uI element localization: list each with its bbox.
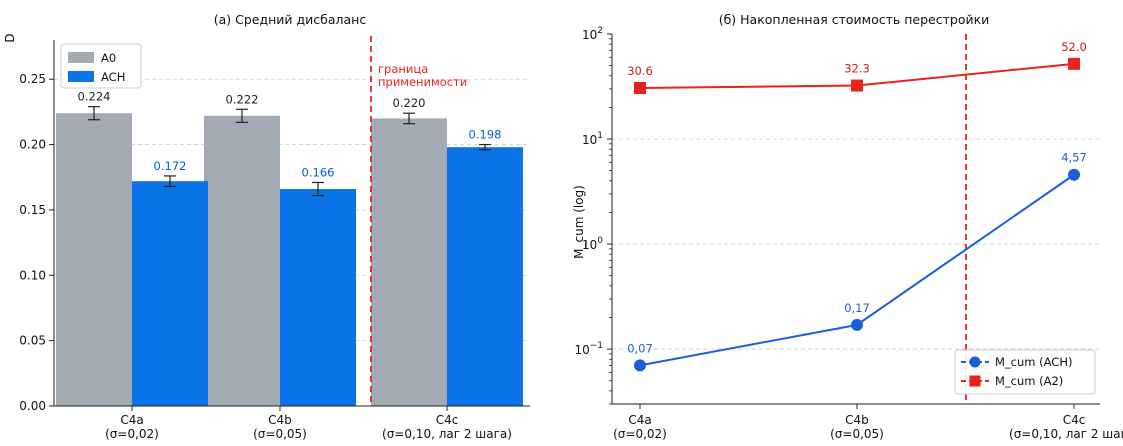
left-x-tick-sublabel: (σ=0,10, лаг 2 шага): [382, 427, 512, 441]
left-y-tick-label: 0.05: [19, 334, 46, 348]
applicability-boundary-label: граница: [378, 62, 428, 76]
right-ticks: 10−1 100 101 102 C4a(σ=0,02) C4b(σ=0,05) C4c(σ…: [574, 26, 1123, 441]
bar-value-label: 0.224: [78, 90, 111, 104]
left-x-tick-sublabel: (σ=0,02): [105, 427, 159, 441]
bar-value-label: 0.172: [154, 159, 187, 173]
right-y-tick-label: 102: [582, 26, 603, 42]
applicability-boundary-label: применимости: [378, 75, 467, 89]
point-value-label: 30.6: [627, 64, 653, 78]
point-value-label: 32.3: [844, 62, 870, 76]
right-y-tick-label: 100: [582, 236, 603, 252]
legend-marker-a2: [969, 375, 981, 387]
right-x-tick-label: C4b: [845, 413, 869, 427]
bar-value-label: 0.166: [302, 165, 335, 179]
left-chart-title: (а) Средний дисбаланс: [214, 12, 367, 27]
left-y-tick-label: 0.25: [19, 72, 46, 86]
bar-value-label: 0.198: [469, 128, 502, 142]
right-x-tick-label: C4a: [628, 413, 651, 427]
data-point-a2: [634, 82, 646, 95]
left-bars: [56, 106, 523, 407]
right-grid: [612, 138, 1100, 350]
left-legend: A0 ACH: [60, 43, 142, 89]
left-axes: [53, 40, 530, 407]
bar-a0: [204, 115, 280, 407]
right-x-tick-sublabel: (σ=0,05): [830, 427, 884, 441]
left-x-tick-sublabel: (σ=0,05): [253, 427, 307, 441]
left-value-labels: 0.224 0.222 0.220 0.172 0.166 0.198: [78, 90, 502, 180]
left-y-axis-label: D: [3, 33, 17, 42]
right-y-axis-label: M_cum (log): [572, 185, 586, 259]
right-series: [634, 57, 1080, 372]
point-value-label: 0,07: [627, 341, 653, 355]
legend-label-ach: M_cum (ACH): [995, 355, 1072, 369]
right-legend: M_cum (ACH) M_cum (A2): [954, 349, 1096, 395]
right-x-tick-sublabel: (σ=0,02): [613, 427, 667, 441]
data-point-ach: [851, 318, 863, 331]
bar-a0: [371, 118, 447, 406]
legend-label-ach: ACH: [101, 70, 125, 84]
right-value-labels: 0,07 0,17 4,57 30.6 32.3 52.0: [627, 40, 1087, 356]
right-y-tick-label: 10−1: [574, 341, 603, 357]
left-x-tick-label: C4b: [268, 413, 292, 427]
right-chart: (б) Накопленная стоимость перестройки M_…: [572, 12, 1123, 441]
bar-value-label: 0.220: [393, 96, 426, 110]
left-y-tick-label: 0.15: [19, 203, 46, 217]
left-ticks: 0.000.050.100.150.200.25C4a(σ=0,02)C4b(σ…: [19, 72, 512, 441]
data-point-ach: [634, 359, 646, 372]
bar-ach: [447, 147, 523, 406]
left-chart: (а) Средний дисбаланс D 0.00 0.05 0.10 0.15…: [3, 12, 530, 441]
left-y-tick-label: 0.10: [19, 268, 46, 282]
bar-a0: [56, 113, 132, 406]
right-y-tick-label: 101: [582, 131, 603, 147]
left-x-tick-label: C4c: [436, 413, 459, 427]
legend-label-a0: A0: [101, 51, 116, 65]
point-value-label: 0,17: [844, 301, 870, 315]
bar-value-label: 0.222: [226, 92, 259, 106]
right-legend-box: [954, 349, 1096, 395]
legend-swatch-a0: [68, 52, 94, 63]
legend-swatch-ach: [68, 71, 94, 82]
legend-marker-ach: [969, 356, 981, 368]
left-y-tick-label: 0.20: [19, 138, 46, 152]
right-chart-title: (б) Накопленная стоимость перестройки: [719, 12, 990, 27]
right-axes: [611, 34, 1100, 405]
point-value-label: 4,57: [1061, 151, 1087, 165]
data-point-a2: [851, 79, 863, 92]
left-x-tick-label: C4a: [120, 413, 143, 427]
right-x-tick-label: C4c: [1063, 413, 1086, 427]
bar-ach: [132, 181, 208, 406]
series-line-ach: [639, 173, 1075, 367]
point-value-label: 52.0: [1061, 40, 1087, 54]
data-point-ach: [1068, 168, 1080, 181]
data-point-a2: [1068, 57, 1080, 70]
legend-label-a2: M_cum (A2): [995, 374, 1063, 388]
left-y-tick-label: 0.00: [19, 399, 46, 413]
bar-ach: [280, 189, 356, 406]
right-x-tick-sublabel: (σ=0,10, лаг 2 шага): [1009, 427, 1123, 441]
